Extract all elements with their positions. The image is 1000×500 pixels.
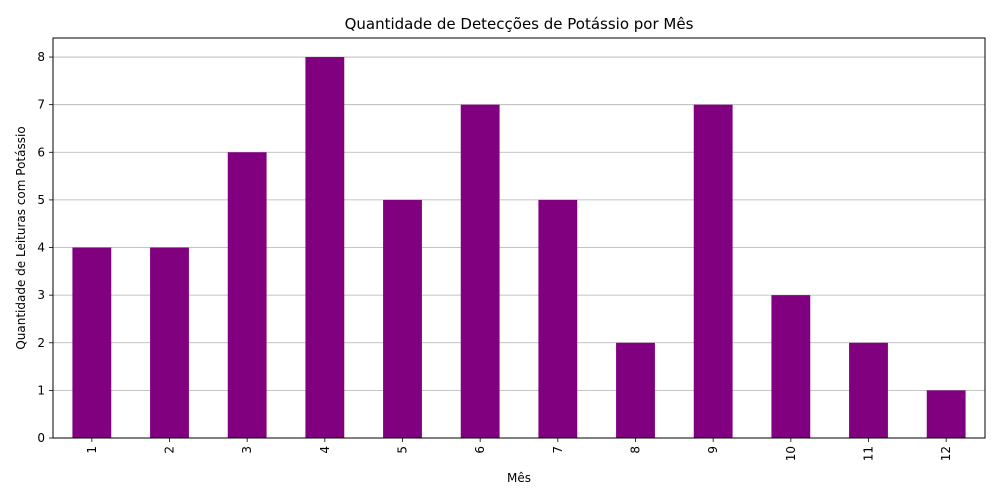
y-tick-label: 0: [37, 431, 45, 445]
x-tick-label: 7: [551, 446, 565, 454]
bars: [72, 57, 966, 439]
x-tick-label: 3: [240, 446, 254, 454]
y-tick-label: 6: [37, 145, 45, 159]
x-tick-label: 2: [163, 446, 177, 454]
y-axis-label: Quantidade de Leituras com Potássio: [14, 126, 28, 349]
bar: [538, 199, 578, 438]
bar: [693, 104, 733, 439]
y-tick-label: 4: [37, 241, 45, 255]
bar: [849, 342, 888, 438]
bar: [771, 295, 811, 438]
bar: [383, 199, 422, 438]
y-tick-label: 1: [37, 383, 45, 397]
y-tick-label: 3: [37, 288, 45, 302]
x-tick-label: 4: [318, 446, 332, 454]
x-tick-label: 10: [784, 446, 798, 461]
x-tick-label: 9: [706, 446, 720, 454]
x-tick-label: 12: [939, 446, 953, 461]
bar: [616, 342, 655, 438]
bar: [150, 247, 189, 438]
x-tick-label: 5: [396, 446, 410, 454]
bar: [72, 247, 112, 438]
y-tick-label: 8: [37, 50, 45, 64]
bar: [460, 104, 500, 439]
y-tick-label: 5: [37, 193, 45, 207]
y-axis-ticks: 0 1 2 3 4 5 6 7 8: [37, 50, 53, 445]
y-tick-label: 7: [37, 98, 45, 112]
y-grid: [53, 56, 985, 439]
x-tick-label: 1: [85, 446, 99, 454]
bar: [227, 152, 267, 439]
plot-frame: [52, 37, 986, 439]
bar: [305, 57, 345, 439]
x-axis-label: Mês: [507, 471, 531, 485]
chart-title: Quantidade de Detecções de Potássio por …: [345, 15, 694, 33]
y-tick-label: 2: [37, 336, 45, 350]
x-tick-label: 11: [862, 446, 876, 461]
bar: [926, 390, 966, 438]
x-tick-label: 8: [629, 446, 643, 454]
x-tick-label: 6: [473, 446, 487, 454]
x-axis-ticks: 1 2 3 4 5 6 7 8 9 10 11 12: [85, 438, 953, 461]
